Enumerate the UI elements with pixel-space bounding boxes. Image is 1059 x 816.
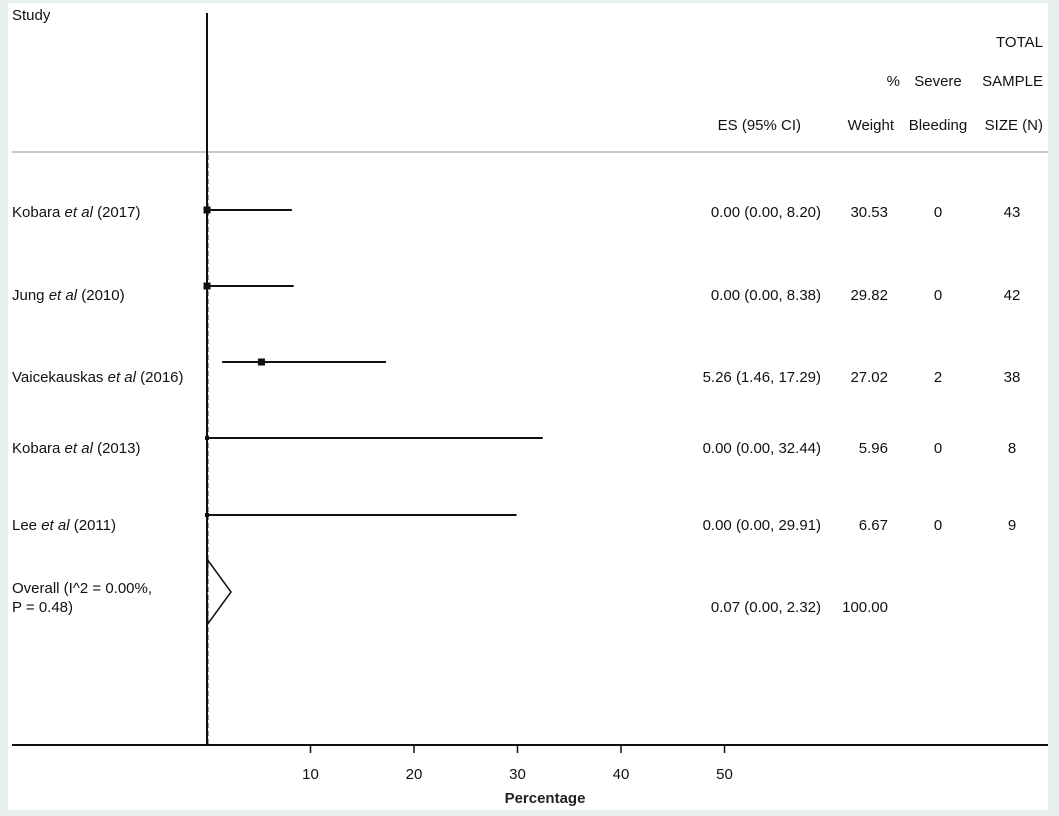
x-tick-label: 50: [716, 766, 733, 783]
weight-value: 29.82: [850, 287, 888, 304]
study-row: Kobara et al (2013) 0.00 (0.00, 32.44) 5.9…: [12, 436, 1016, 457]
study-label: Vaicekauskas et al (2016): [12, 369, 184, 386]
sample-size-value: 9: [1008, 517, 1016, 534]
x-axis-label: Percentage: [505, 790, 586, 807]
study-year: (2013): [93, 440, 141, 457]
sample-size-value: 43: [1004, 204, 1021, 221]
effect-marker: [203, 282, 211, 290]
bleeding-value: 0: [934, 204, 942, 221]
bleeding-value: 0: [934, 287, 942, 304]
es-ci-value: 5.26 (1.46, 17.29): [703, 369, 821, 386]
x-tick-label: 10: [302, 766, 319, 783]
study-label: Kobara et al (2013): [12, 440, 140, 457]
forest-plot: Study TOTAL % Severe SAMPLE ES (95% CI) …: [12, 7, 1048, 807]
weight-value: 5.96: [859, 440, 888, 457]
overall-label-line1: Overall (I^2 = 0.00%,: [12, 580, 152, 597]
study-label: Lee et al (2011): [12, 517, 116, 534]
header-es: ES (95% CI): [718, 117, 801, 134]
study-rows: Kobara et al (2017) 0.00 (0.00, 8.20) 30.5…: [12, 204, 1020, 534]
weight-value: 6.67: [859, 517, 888, 534]
bleeding-value: 0: [934, 517, 942, 534]
sample-size-value: 8: [1008, 440, 1016, 457]
effect-marker: [205, 436, 209, 440]
study-name: Kobara: [12, 440, 65, 457]
header-n-line2: SAMPLE: [982, 73, 1043, 90]
study-name: Kobara: [12, 204, 65, 221]
study-name: Vaicekauskas: [12, 369, 108, 386]
study-et-al: et al: [65, 440, 94, 457]
es-ci-value: 0.00 (0.00, 8.20): [711, 204, 821, 221]
x-axis-ticks: 10 20 30 40 50: [302, 745, 733, 783]
header-bleeding-line1: Severe: [914, 73, 962, 90]
x-tick-label: 40: [613, 766, 630, 783]
es-ci-value: 0.00 (0.00, 29.91): [703, 517, 821, 534]
study-name: Lee: [12, 517, 41, 534]
study-row: Lee et al (2011) 0.00 (0.00, 29.91) 6.67 0 9: [12, 513, 1016, 534]
study-year: (2017): [93, 204, 141, 221]
x-tick-label: 20: [406, 766, 423, 783]
overall-diamond: [206, 557, 232, 627]
study-row: Kobara et al (2017) 0.00 (0.00, 8.20) 30.5…: [12, 204, 1020, 221]
weight-value: 27.02: [850, 369, 888, 386]
bleeding-value: 0: [934, 440, 942, 457]
bleeding-value: 2: [934, 369, 942, 386]
es-ci-value: 0.00 (0.00, 8.38): [711, 287, 821, 304]
header-bleeding-line2: Bleeding: [909, 117, 967, 134]
overall-row: Overall (I^2 = 0.00%, P = 0.48) 0.07 (0.00…: [12, 557, 888, 627]
study-year: (2011): [70, 517, 116, 534]
header-n-line1: TOTAL: [996, 34, 1043, 51]
study-year: (2010): [77, 287, 125, 304]
study-row: Jung et al (2010) 0.00 (0.00, 8.38) 29.82 0…: [12, 282, 1021, 304]
effect-marker: [203, 206, 211, 214]
overall-label-line2: P = 0.48): [12, 599, 73, 616]
header-weight-line2: Weight: [848, 117, 895, 134]
study-et-al: et al: [65, 204, 94, 221]
study-label: Jung et al (2010): [12, 287, 125, 304]
study-label: Kobara et al (2017): [12, 204, 140, 221]
header-study: Study: [12, 7, 51, 24]
sample-size-value: 38: [1004, 369, 1021, 386]
weight-value: 30.53: [850, 204, 888, 221]
header-weight-line1: %: [887, 73, 900, 90]
overall-weight-value: 100.00: [842, 599, 888, 616]
study-name: Jung: [12, 287, 49, 304]
forest-plot-frame: Study TOTAL % Severe SAMPLE ES (95% CI) …: [8, 3, 1048, 810]
study-row: Vaicekauskas et al (2016) 5.26 (1.46, 17.…: [12, 358, 1021, 386]
study-year: (2016): [136, 369, 184, 386]
study-et-al: et al: [41, 517, 70, 534]
study-et-al: et al: [49, 287, 78, 304]
x-tick-label: 30: [509, 766, 526, 783]
effect-marker: [205, 513, 209, 517]
study-et-al: et al: [108, 369, 137, 386]
overall-es-ci-value: 0.07 (0.00, 2.32): [711, 599, 821, 616]
effect-marker: [257, 358, 265, 366]
header-n-line3: SIZE (N): [985, 117, 1043, 134]
sample-size-value: 42: [1004, 287, 1021, 304]
es-ci-value: 0.00 (0.00, 32.44): [703, 440, 821, 457]
